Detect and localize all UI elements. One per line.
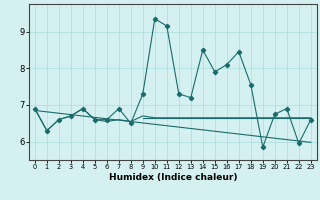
X-axis label: Humidex (Indice chaleur): Humidex (Indice chaleur) xyxy=(108,173,237,182)
